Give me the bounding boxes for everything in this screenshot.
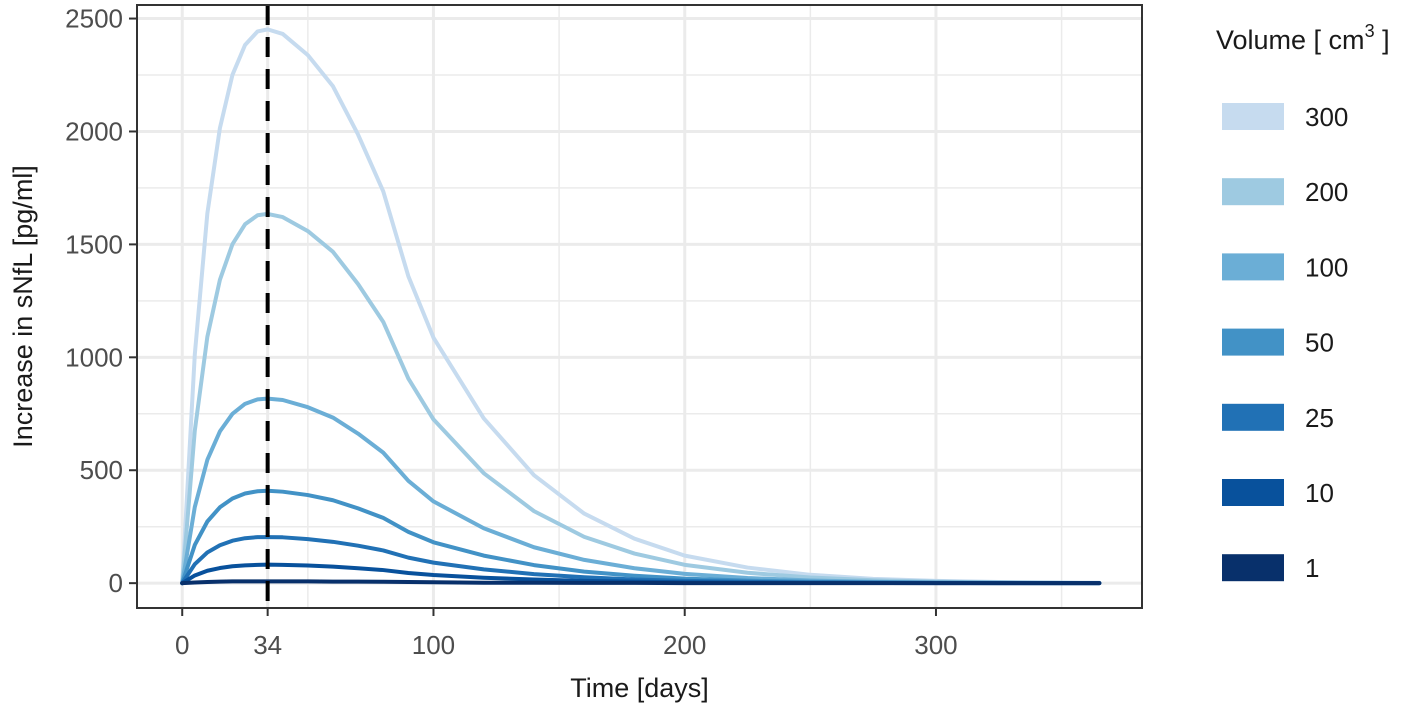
x-tick-label: 200	[663, 630, 706, 660]
series-lines	[180, 27, 1102, 586]
series-line-1	[180, 579, 1102, 586]
legend-key-200	[1222, 178, 1284, 206]
legend-label-25: 25	[1305, 403, 1334, 433]
legend-key-50	[1222, 328, 1284, 356]
legend-title-prefix: Volume [ cm	[1216, 25, 1365, 55]
y-tick-label: 2500	[65, 4, 123, 34]
legend-key-300	[1222, 103, 1284, 130]
legend-title: Volume [ cm3 ]	[1216, 21, 1390, 55]
x-axis: 0 34 100 200 300	[175, 608, 958, 660]
x-tick-label: 34	[253, 630, 282, 660]
x-tick-label: 100	[412, 630, 455, 660]
x-axis-title: Time [days]	[570, 673, 709, 703]
y-axis: 0 500 1000 1500 2000 2500	[65, 4, 137, 598]
legend-title-suffix: ]	[1375, 25, 1390, 55]
plot-background	[137, 5, 1142, 608]
y-tick-label: 500	[80, 455, 123, 485]
legend-label-1: 1	[1305, 553, 1319, 583]
x-tick-label: 0	[175, 630, 189, 660]
legend: Volume [ cm3 ] 300 200 100 50 25 10 1	[1216, 21, 1390, 583]
legend-label-300: 300	[1305, 102, 1348, 132]
legend-label-100: 100	[1305, 252, 1348, 282]
y-tick-label: 0	[109, 568, 123, 598]
x-tick-label: 300	[914, 630, 957, 660]
legend-title-superscript: 3	[1365, 21, 1375, 41]
legend-label-10: 10	[1305, 478, 1334, 508]
y-tick-label: 1500	[65, 229, 123, 259]
legend-items: 300 200 100 50 25 10 1	[1222, 102, 1348, 583]
y-tick-label: 2000	[65, 116, 123, 146]
legend-key-25	[1222, 403, 1284, 431]
legend-label-50: 50	[1305, 328, 1334, 358]
series-line-200	[180, 211, 1102, 586]
y-tick-label: 1000	[65, 342, 123, 372]
legend-label-200: 200	[1305, 177, 1348, 207]
legend-key-1	[1222, 554, 1284, 582]
legend-key-100	[1222, 253, 1284, 281]
plot-border	[136, 4, 1143, 609]
legend-key-10	[1222, 479, 1284, 506]
y-axis-title: Increase in sNfL [pg/ml]	[8, 165, 38, 448]
